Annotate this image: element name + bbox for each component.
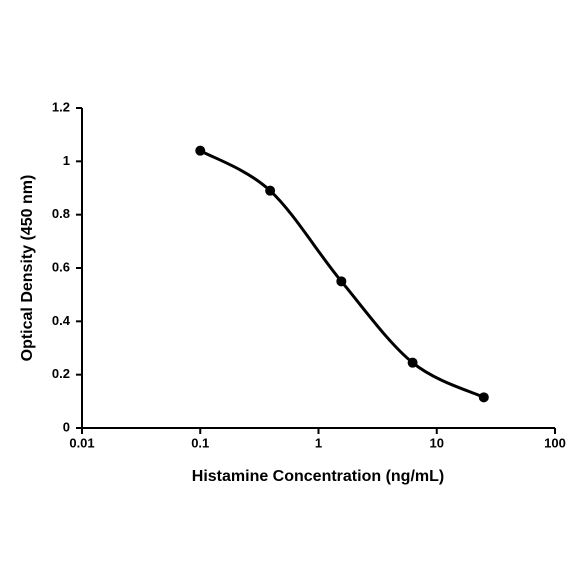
x-axis-title: Histamine Concentration (ng/mL) (192, 468, 444, 485)
point (195, 145, 206, 156)
y-tick-label: 0.4 (52, 313, 71, 328)
y-tick-label: 0.6 (52, 259, 70, 274)
point (478, 392, 489, 403)
point (407, 357, 418, 368)
y-tick-label: 1 (63, 153, 70, 168)
point (265, 185, 276, 196)
y-tick-label: 1.2 (52, 99, 70, 114)
y-tick-label: 0.8 (52, 206, 70, 221)
y-tick-label: 0 (63, 419, 70, 434)
x-tick-label: 100 (544, 435, 566, 450)
x-tick-label: 0.01 (69, 435, 94, 450)
y-tick-label: 0.2 (52, 366, 70, 381)
point (336, 276, 347, 287)
x-tick-label: 1 (315, 435, 322, 450)
x-tick-label: 10 (430, 435, 444, 450)
line (199, 149, 485, 399)
y-axis-title: Optical Density (450 nm) (19, 175, 36, 362)
x-tick-label: 0.1 (191, 435, 209, 450)
